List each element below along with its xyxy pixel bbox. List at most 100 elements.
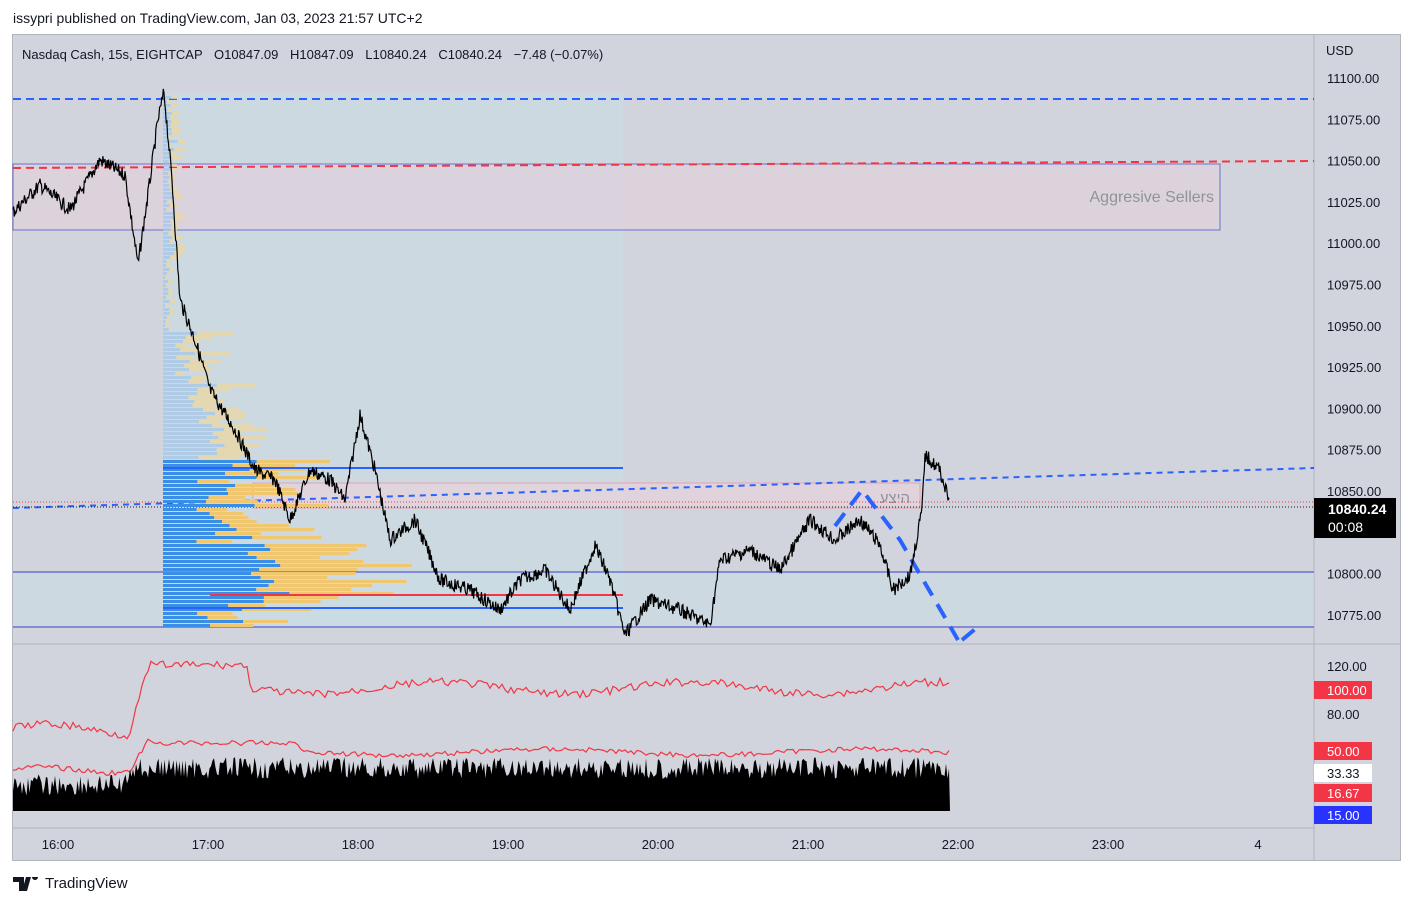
vp-bar-up xyxy=(163,368,189,371)
vp-bar-down xyxy=(171,120,181,123)
vp-bar-up xyxy=(163,508,197,511)
vp-bar-up xyxy=(163,544,265,547)
time-tick: 23:00 xyxy=(1092,837,1125,852)
vp-bar-up xyxy=(163,480,198,483)
projection-path[interactable] xyxy=(833,486,982,642)
supply-zone[interactable] xyxy=(252,482,921,509)
time-tick: 19:00 xyxy=(492,837,525,852)
blue-dashed-trendline[interactable] xyxy=(12,467,1315,509)
ohlc-open: O10847.09 xyxy=(214,47,278,62)
vp-bar-down xyxy=(168,232,174,235)
aggressive-sellers-zone[interactable] xyxy=(12,163,1221,231)
vp-bar-up xyxy=(163,560,276,563)
vp-bar-down xyxy=(232,464,295,467)
vp-bar-up xyxy=(163,172,169,175)
vp-bar-down xyxy=(206,416,245,419)
vp-bar-down xyxy=(170,152,177,155)
vp-bar-down xyxy=(172,156,182,159)
vp-bar-down xyxy=(170,256,179,259)
vp-bar-down xyxy=(254,504,329,507)
vp-bar-down xyxy=(196,508,227,511)
vp-bar-up xyxy=(163,420,200,423)
indicator-badge-value: 15.00 xyxy=(1327,808,1360,823)
vp-bar-up xyxy=(163,488,227,491)
time-axis[interactable]: 16:00 17:00 18:00 19:00 20:00 21:00 22:00 23:00… xyxy=(42,837,1262,852)
vp-bar-down xyxy=(249,468,306,471)
vp-bar-down xyxy=(236,528,315,531)
vp-bar-up xyxy=(163,296,167,299)
vp-bar-down xyxy=(169,164,178,167)
vp-bar-down xyxy=(215,532,261,535)
vp-bar-up xyxy=(163,452,218,455)
vp-bar-down xyxy=(166,208,170,211)
time-tick: 17:00 xyxy=(192,837,225,852)
current-price-badge: 10840.24 00:08 xyxy=(1314,498,1396,538)
price-tick: 10800.00 xyxy=(1327,567,1381,582)
vp-bar-down xyxy=(165,304,168,307)
vp-bar-up xyxy=(163,136,168,139)
vp-bar-down xyxy=(170,188,178,191)
vp-bar-down xyxy=(209,512,244,515)
vp-bar-down xyxy=(229,524,289,527)
indicator-badge xyxy=(1314,806,1372,824)
indicator-badge-value: 33.33 xyxy=(1327,766,1360,781)
supply-zone-label: היצע xyxy=(880,490,910,507)
vp-bar-down xyxy=(167,200,172,203)
vp-bar-up xyxy=(163,168,172,171)
currency-label: USD xyxy=(1326,43,1353,58)
indicator-line-upper[interactable] xyxy=(12,660,950,740)
price-tick: 11075.00 xyxy=(1327,112,1380,127)
vp-bar-up xyxy=(163,540,197,543)
vp-bar-up xyxy=(163,412,216,415)
vp-bar-down xyxy=(252,536,322,539)
vp-bar-down xyxy=(168,288,172,291)
vp-bar-down xyxy=(260,576,327,579)
vp-bar-down xyxy=(166,264,170,267)
price-series[interactable] xyxy=(12,88,950,637)
volume-histogram[interactable] xyxy=(13,757,950,811)
vp-bar-down xyxy=(167,180,171,183)
vp-bar-down xyxy=(195,352,231,355)
vp-bar-down xyxy=(256,556,320,559)
vp-bar-down xyxy=(185,336,213,339)
vp-bar-up xyxy=(163,224,172,227)
vp-bar-up xyxy=(163,424,213,427)
footer: TradingView xyxy=(13,875,128,892)
vp-bar-down xyxy=(222,520,257,523)
vp-bar-down xyxy=(169,268,174,271)
vp-bar-up xyxy=(163,196,175,199)
indicator-line-lower[interactable] xyxy=(12,738,950,777)
vp-bar-up xyxy=(163,304,166,307)
red-dashed-trendline[interactable] xyxy=(12,160,1315,169)
vp-bar-up xyxy=(163,576,261,579)
vp-bar-up xyxy=(163,204,170,207)
vp-bar-down xyxy=(170,220,177,223)
tradingview-logo-icon xyxy=(13,876,39,891)
vp-bar-down xyxy=(171,112,180,115)
price-axis[interactable]: 11100.00 11075.00 11050.00 11025.00 11000.00… xyxy=(1327,71,1381,623)
vp-bar-up xyxy=(163,460,257,463)
vp-bar-up xyxy=(163,620,244,623)
vp-bar-down xyxy=(270,548,358,551)
vp-bar-down xyxy=(196,332,234,335)
vp-bar-down xyxy=(169,184,174,187)
vp-bar-up xyxy=(163,440,211,443)
footer-brand: TradingView xyxy=(45,875,128,892)
vp-bar-up xyxy=(163,268,170,271)
vp-bar-up xyxy=(163,376,192,379)
vp-bar-down xyxy=(225,472,279,475)
vp-bar-down xyxy=(174,148,187,151)
price-tick: 10850.00 xyxy=(1327,484,1381,499)
vp-bar-down xyxy=(207,616,238,619)
vp-bar-down xyxy=(241,608,312,611)
vp-bar-down xyxy=(251,572,356,575)
vp-bar-down xyxy=(263,596,339,599)
vp-bar-up xyxy=(163,236,173,239)
ohlc-high: H10847.09 xyxy=(290,47,354,62)
vp-bar-up xyxy=(163,208,167,211)
vp-bar-down xyxy=(177,248,186,251)
vp-bar-up xyxy=(163,392,198,395)
vp-bar-up xyxy=(163,300,170,303)
price-tick: 10925.00 xyxy=(1327,360,1381,375)
